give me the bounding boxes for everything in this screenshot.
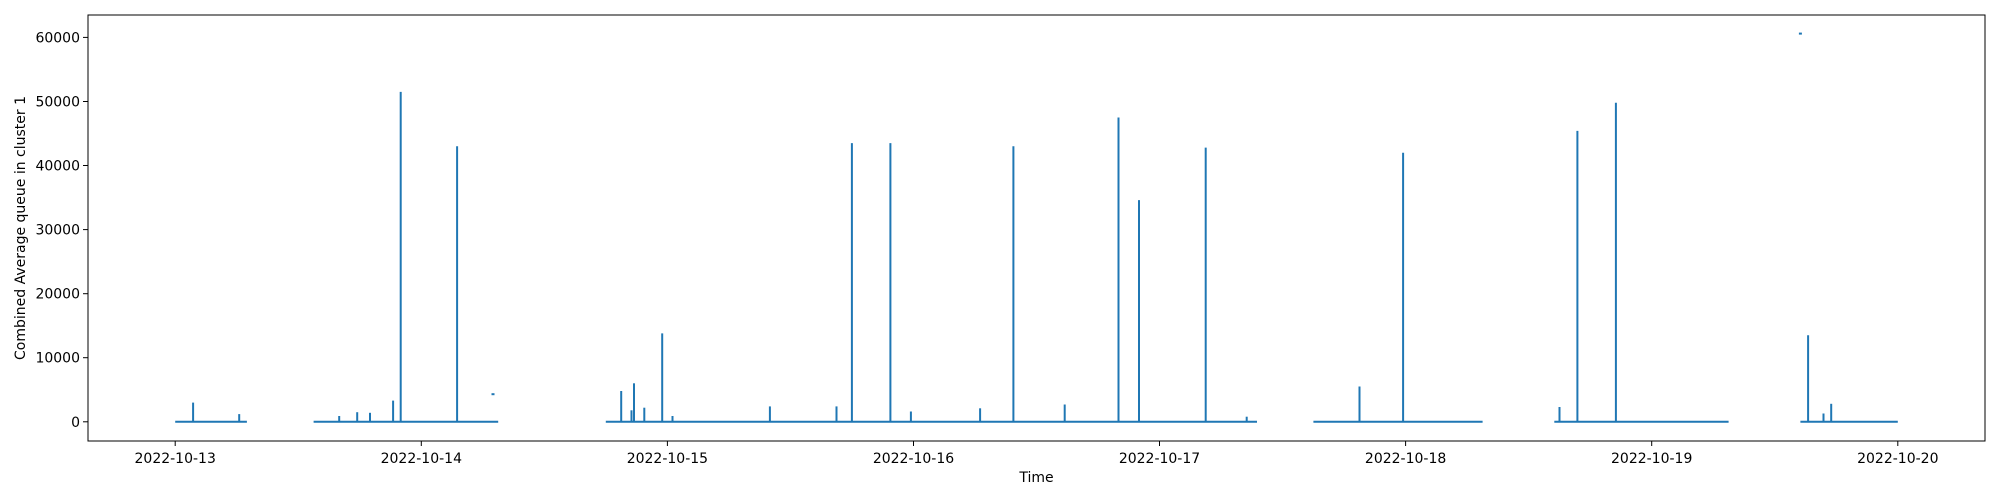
y-tick-label-2: 20000: [35, 287, 80, 303]
y-axis-ticks: 0 10000 20000 30000 40000 50000 60000: [35, 30, 88, 431]
y-tick-label-6: 60000: [35, 30, 80, 46]
x-tick-label-5: 2022-10-18: [1365, 451, 1446, 467]
x-axis-label: Time: [1018, 470, 1053, 486]
y-tick-label-5: 50000: [35, 95, 80, 111]
y-tick-label-4: 40000: [35, 159, 80, 175]
x-tick-label-0: 2022-10-13: [135, 451, 216, 467]
y-axis-label: Combined Average queue in cluster 1: [13, 96, 29, 360]
x-tick-label-1: 2022-10-14: [381, 451, 462, 467]
x-axis-ticks: 2022-10-13 2022-10-14 2022-10-15 2022-10-16…: [135, 441, 1938, 467]
x-tick-label-6: 2022-10-19: [1611, 451, 1692, 467]
x-tick-label-2: 2022-10-15: [627, 451, 708, 467]
axes-frame: [87, 14, 1986, 442]
y-tick-label-0: 0: [71, 415, 80, 431]
x-tick-label-3: 2022-10-16: [873, 451, 954, 467]
y-tick-label-1: 10000: [35, 351, 80, 367]
y-tick-label-3: 30000: [35, 223, 80, 239]
plot-border: [87, 14, 1986, 442]
x-tick-label-4: 2022-10-17: [1119, 451, 1200, 467]
plot-area: [175, 32, 1898, 423]
x-tick-label-7: 2022-10-20: [1857, 451, 1938, 467]
